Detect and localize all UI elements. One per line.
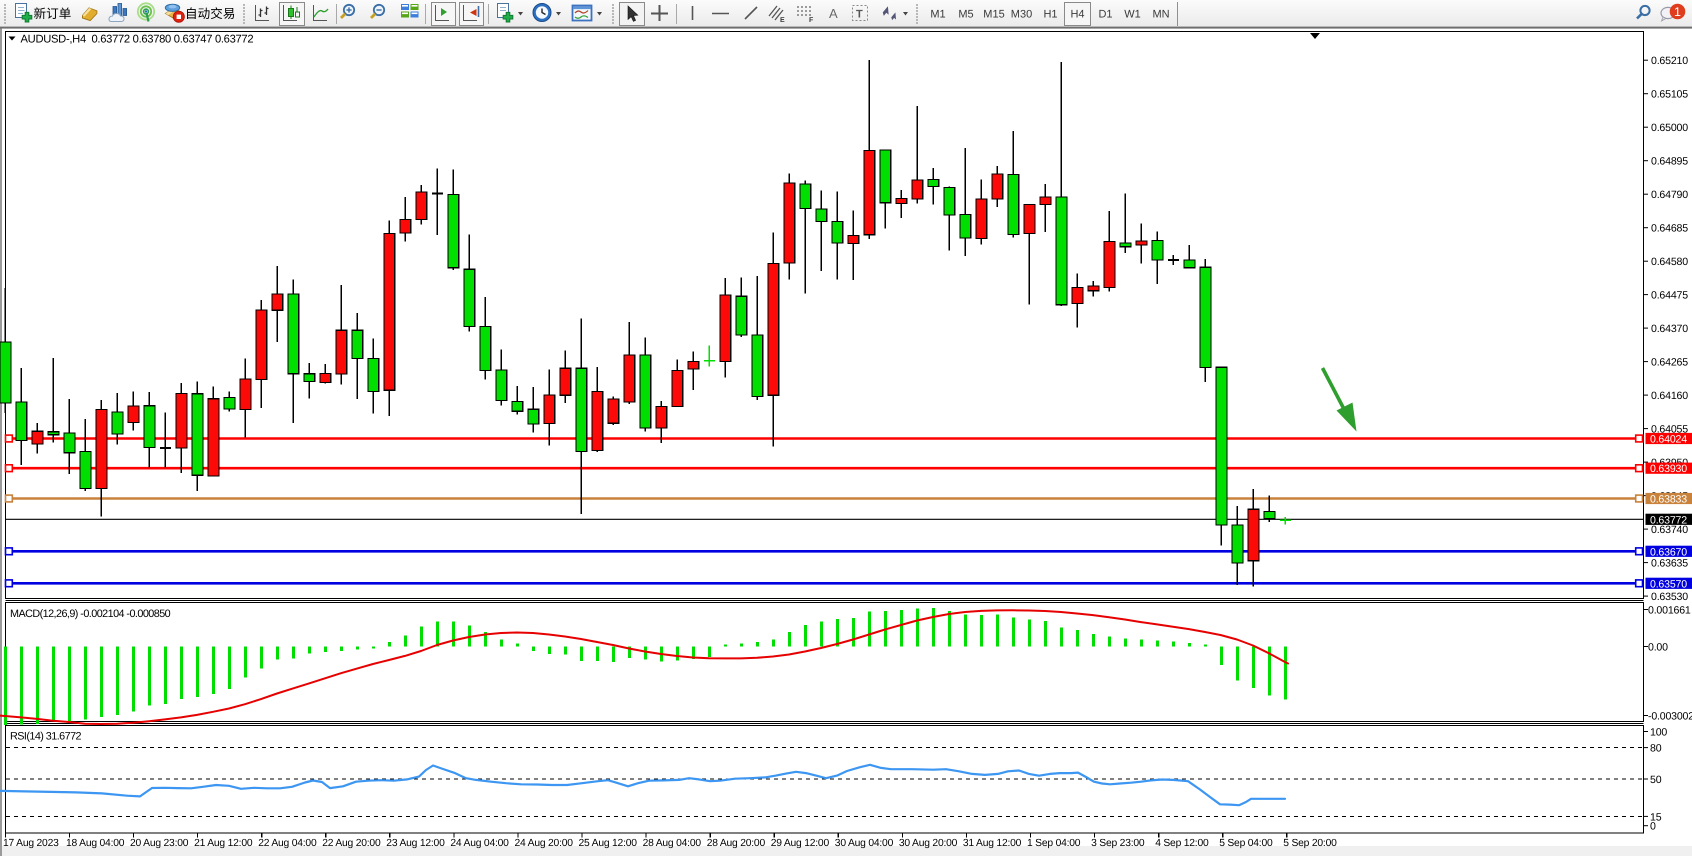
svg-text:29 Aug 12:00: 29 Aug 12:00 — [771, 838, 830, 849]
svg-text:15: 15 — [1650, 811, 1662, 823]
svg-text:M1: M1 — [930, 9, 945, 21]
svg-text:M15: M15 — [983, 9, 1004, 21]
svg-text:1 Sep 04:00: 1 Sep 04:00 — [1027, 838, 1081, 849]
svg-text:0.64475: 0.64475 — [1651, 290, 1688, 302]
svg-text:23 Aug 12:00: 23 Aug 12:00 — [386, 838, 445, 849]
svg-text:25 Aug 12:00: 25 Aug 12:00 — [579, 838, 638, 849]
svg-text:5 Sep 20:00: 5 Sep 20:00 — [1283, 838, 1337, 849]
svg-text:0.63930: 0.63930 — [1650, 463, 1687, 475]
svg-text:28 Aug 20:00: 28 Aug 20:00 — [707, 838, 766, 849]
svg-text:0.65105: 0.65105 — [1651, 89, 1688, 101]
svg-text:0.65210: 0.65210 — [1651, 55, 1688, 67]
svg-text:AUDUSD-,H4 0.63772 0.63780 0.: AUDUSD-,H4 0.63772 0.63780 0.63747 0.637… — [21, 34, 254, 46]
svg-text:W1: W1 — [1124, 9, 1141, 21]
svg-text:21 Aug 12:00: 21 Aug 12:00 — [194, 838, 253, 849]
svg-text:0.64895: 0.64895 — [1651, 156, 1688, 168]
svg-text:MN: MN — [1152, 9, 1169, 21]
svg-text:RSI(14) 31.6772: RSI(14) 31.6772 — [10, 731, 82, 743]
svg-text:0.63635: 0.63635 — [1651, 558, 1688, 570]
svg-text:100: 100 — [1650, 727, 1667, 739]
svg-text:0.63772: 0.63772 — [1650, 514, 1687, 526]
svg-text:80: 80 — [1650, 743, 1662, 755]
svg-text:31 Aug 12:00: 31 Aug 12:00 — [963, 838, 1022, 849]
svg-text:0.64055: 0.64055 — [1651, 424, 1688, 436]
svg-text:0.64370: 0.64370 — [1651, 323, 1688, 335]
svg-text:T: T — [856, 9, 863, 21]
svg-text:0.63570: 0.63570 — [1650, 578, 1687, 590]
svg-text:0.63833: 0.63833 — [1650, 494, 1687, 506]
svg-text:MACD(12,26,9) -0.002104 -0.000: MACD(12,26,9) -0.002104 -0.000850 — [10, 608, 171, 620]
svg-text:0.63670: 0.63670 — [1650, 546, 1687, 558]
svg-text:-0.003002: -0.003002 — [1648, 711, 1692, 723]
svg-text:22 Aug 04:00: 22 Aug 04:00 — [258, 838, 317, 849]
svg-text:M5: M5 — [958, 9, 973, 21]
svg-text:22 Aug 20:00: 22 Aug 20:00 — [322, 838, 381, 849]
svg-text:0.64265: 0.64265 — [1651, 357, 1688, 369]
svg-text:24 Aug 20:00: 24 Aug 20:00 — [515, 838, 574, 849]
svg-text:1: 1 — [1674, 5, 1681, 19]
svg-text:H4: H4 — [1070, 9, 1084, 21]
svg-text:0.63740: 0.63740 — [1651, 524, 1688, 536]
svg-text:E: E — [780, 17, 785, 24]
svg-text:H1: H1 — [1043, 9, 1057, 21]
svg-text:0: 0 — [1650, 821, 1656, 833]
svg-text:0.63530: 0.63530 — [1651, 591, 1688, 603]
svg-text:F: F — [809, 17, 814, 24]
svg-text:24 Aug 04:00: 24 Aug 04:00 — [450, 838, 509, 849]
svg-text:0.001661: 0.001661 — [1648, 605, 1691, 617]
svg-text:18 Aug 04:00: 18 Aug 04:00 — [66, 838, 125, 849]
svg-text:30 Aug 20:00: 30 Aug 20:00 — [899, 838, 958, 849]
svg-text:A: A — [829, 6, 838, 21]
svg-text:3 Sep 23:00: 3 Sep 23:00 — [1091, 838, 1145, 849]
svg-text:0.64790: 0.64790 — [1651, 189, 1688, 201]
svg-text:20 Aug 23:00: 20 Aug 23:00 — [130, 838, 189, 849]
svg-text:0.64685: 0.64685 — [1651, 223, 1688, 235]
svg-text:M30: M30 — [1011, 9, 1032, 21]
svg-text:5 Sep 04:00: 5 Sep 04:00 — [1219, 838, 1273, 849]
svg-text:D1: D1 — [1098, 9, 1112, 21]
svg-text:0.00: 0.00 — [1648, 642, 1668, 654]
svg-text:4 Sep 12:00: 4 Sep 12:00 — [1155, 838, 1209, 849]
svg-text:0.64160: 0.64160 — [1651, 390, 1688, 402]
svg-text:28 Aug 04:00: 28 Aug 04:00 — [643, 838, 702, 849]
svg-text:0.64024: 0.64024 — [1650, 434, 1687, 446]
svg-text:30 Aug 04:00: 30 Aug 04:00 — [835, 838, 894, 849]
svg-text:17 Aug 2023: 17 Aug 2023 — [3, 838, 59, 849]
svg-text:0.64580: 0.64580 — [1651, 256, 1688, 268]
svg-text:50: 50 — [1650, 774, 1662, 786]
svg-text:0.65000: 0.65000 — [1651, 122, 1688, 134]
